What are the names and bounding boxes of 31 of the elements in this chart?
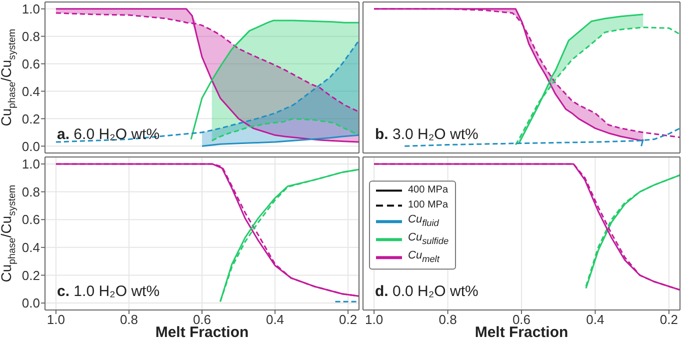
annotation: b. 3.0 H₂O wt%	[375, 126, 478, 143]
y-tick-label: 1.0	[22, 156, 40, 172]
y-tick-label: 0.8	[22, 28, 40, 44]
y-tick-label: 0.6	[22, 56, 40, 72]
x-tick-label: 0.4	[586, 312, 604, 328]
y-tick-label: 0.2	[22, 111, 40, 126]
x-tick-label: 0.2	[660, 312, 678, 328]
y-tick-label: 0.0	[22, 296, 40, 311]
y-tick-label: 0.4	[22, 84, 40, 99]
x-tick-label: 1.0	[365, 312, 384, 328]
y-tick-label: 0.4	[22, 240, 40, 256]
annotation: 400 MPa	[408, 184, 448, 198]
legend-label: Cu$_{fluid}$	[408, 212, 439, 230]
x-tick-label: 0.2	[339, 312, 358, 328]
x-tick-label: 1.0	[46, 312, 65, 328]
line-series	[55, 40, 359, 143]
y-tick-label: 0.6	[22, 212, 40, 228]
annotation: 100 MPa	[408, 198, 448, 213]
x-tick-label: 0.8	[120, 312, 138, 328]
line-series	[201, 134, 359, 147]
x-tick-label: 0.4	[266, 312, 284, 328]
annotation: d. 0.0 H₂O wt%	[375, 283, 478, 300]
line-series	[211, 118, 359, 142]
y-tick-label: 1.0	[22, 1, 40, 16]
y-tick-label: 0.8	[22, 184, 40, 200]
legend-label: Cu$_{melt}$	[408, 249, 440, 266]
x-tick-label: 0.8	[438, 312, 457, 328]
annotation: c. 1.0 H₂O wt%	[57, 283, 160, 300]
y-tick-label: 0.0	[22, 138, 40, 154]
y-tick-label: 0.2	[22, 268, 40, 283]
legend-label: Cu$_{sulfide}$	[408, 230, 449, 248]
